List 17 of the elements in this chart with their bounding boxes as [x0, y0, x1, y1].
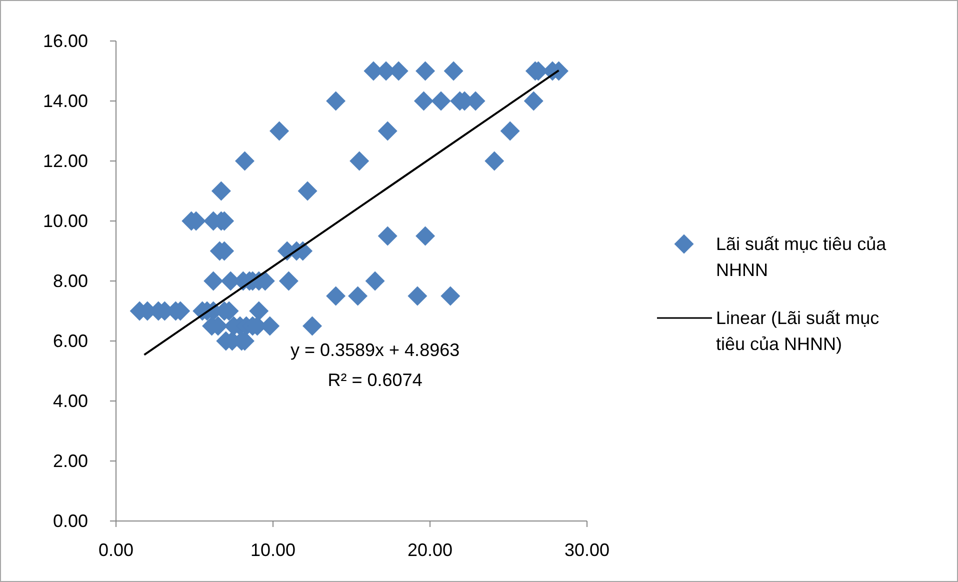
legend-label: Linear (Lãi suất mục tiêu của NHNN): [716, 308, 880, 354]
y-tick-label: 6.00: [52, 331, 88, 351]
annotation: y = 0.3589x + 4.8963: [290, 340, 460, 360]
y-tick-label: 12.00: [42, 151, 88, 171]
x-tick-label: 20.00: [407, 540, 453, 560]
y-tick-label: 0.00: [52, 511, 88, 531]
y-tick-label: 2.00: [52, 451, 88, 471]
y-tick-label: 8.00: [52, 271, 88, 291]
y-tick-label: 14.00: [42, 91, 88, 111]
legend-label: Lãi suất mục tiêu của NHNN: [716, 234, 888, 280]
x-tick-label: 10.00: [250, 540, 296, 560]
x-tick-label: 30.00: [564, 540, 610, 560]
y-tick-label: 10.00: [42, 211, 88, 231]
annotation: R² = 0.6074: [328, 370, 422, 390]
x-tick-label: 0.00: [98, 540, 134, 560]
y-tick-label: 4.00: [52, 391, 88, 411]
y-tick-label: 16.00: [42, 31, 88, 51]
